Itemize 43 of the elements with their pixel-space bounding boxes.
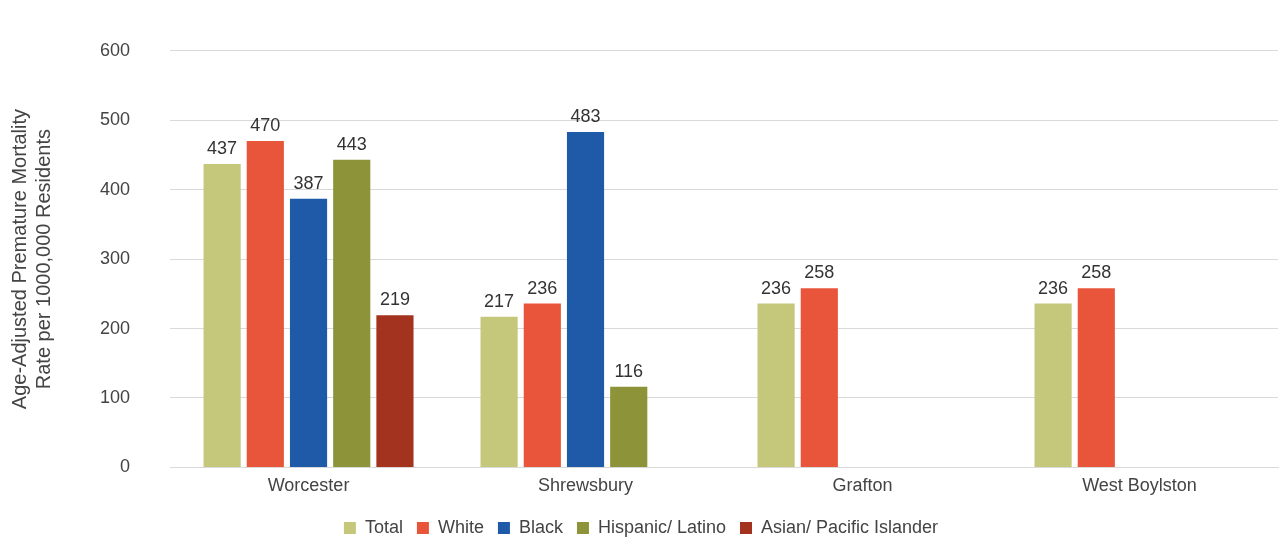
bar xyxy=(523,303,561,467)
y-tick-label: 400 xyxy=(99,178,131,199)
legend-label: Hispanic/ Latino xyxy=(597,516,727,537)
data-label: 443 xyxy=(336,133,367,154)
data-label: 217 xyxy=(484,290,515,311)
data-label: 258 xyxy=(1081,262,1112,283)
data-label: 236 xyxy=(1038,277,1069,298)
bar xyxy=(246,141,284,467)
data-label: 219 xyxy=(379,289,410,310)
bar xyxy=(480,316,518,467)
bar xyxy=(757,303,795,467)
bar xyxy=(376,315,414,467)
x-tick-label: West Boylston xyxy=(1082,475,1197,496)
data-label: 483 xyxy=(570,106,601,127)
y-tick-label: 0 xyxy=(120,456,131,477)
legend-label: White xyxy=(437,516,484,537)
data-label: 236 xyxy=(761,277,792,298)
bar xyxy=(203,163,241,467)
data-label: 387 xyxy=(293,172,324,193)
bar xyxy=(1077,288,1115,467)
data-label: 116 xyxy=(614,360,644,381)
data-label: 258 xyxy=(804,262,835,283)
legend-label: Total xyxy=(364,516,403,537)
legend-label: Black xyxy=(518,516,564,537)
legend-label: Asian/ Pacific Islander xyxy=(761,516,939,537)
y-tick-label: 300 xyxy=(99,248,131,269)
data-label: 437 xyxy=(207,137,238,158)
y-tick-label: 200 xyxy=(99,317,131,338)
x-tick-label: Shrewsbury xyxy=(538,475,634,496)
y-tick-label: 100 xyxy=(99,386,131,407)
bar xyxy=(1034,303,1072,467)
y-tick-label: 500 xyxy=(99,109,131,130)
x-tick-label: Grafton xyxy=(832,475,893,496)
bar xyxy=(289,198,328,467)
bar xyxy=(610,386,648,467)
bar xyxy=(566,132,605,467)
bar xyxy=(800,288,838,467)
data-label: 470 xyxy=(250,115,281,136)
x-tick-label: Worcester xyxy=(267,475,350,496)
bar xyxy=(333,159,371,467)
y-tick-label: 600 xyxy=(99,39,131,60)
y-axis-title: Age-Adjusted Premature Mortality Rate per 1000,000 Residents xyxy=(7,109,54,410)
data-label: 236 xyxy=(527,277,558,298)
